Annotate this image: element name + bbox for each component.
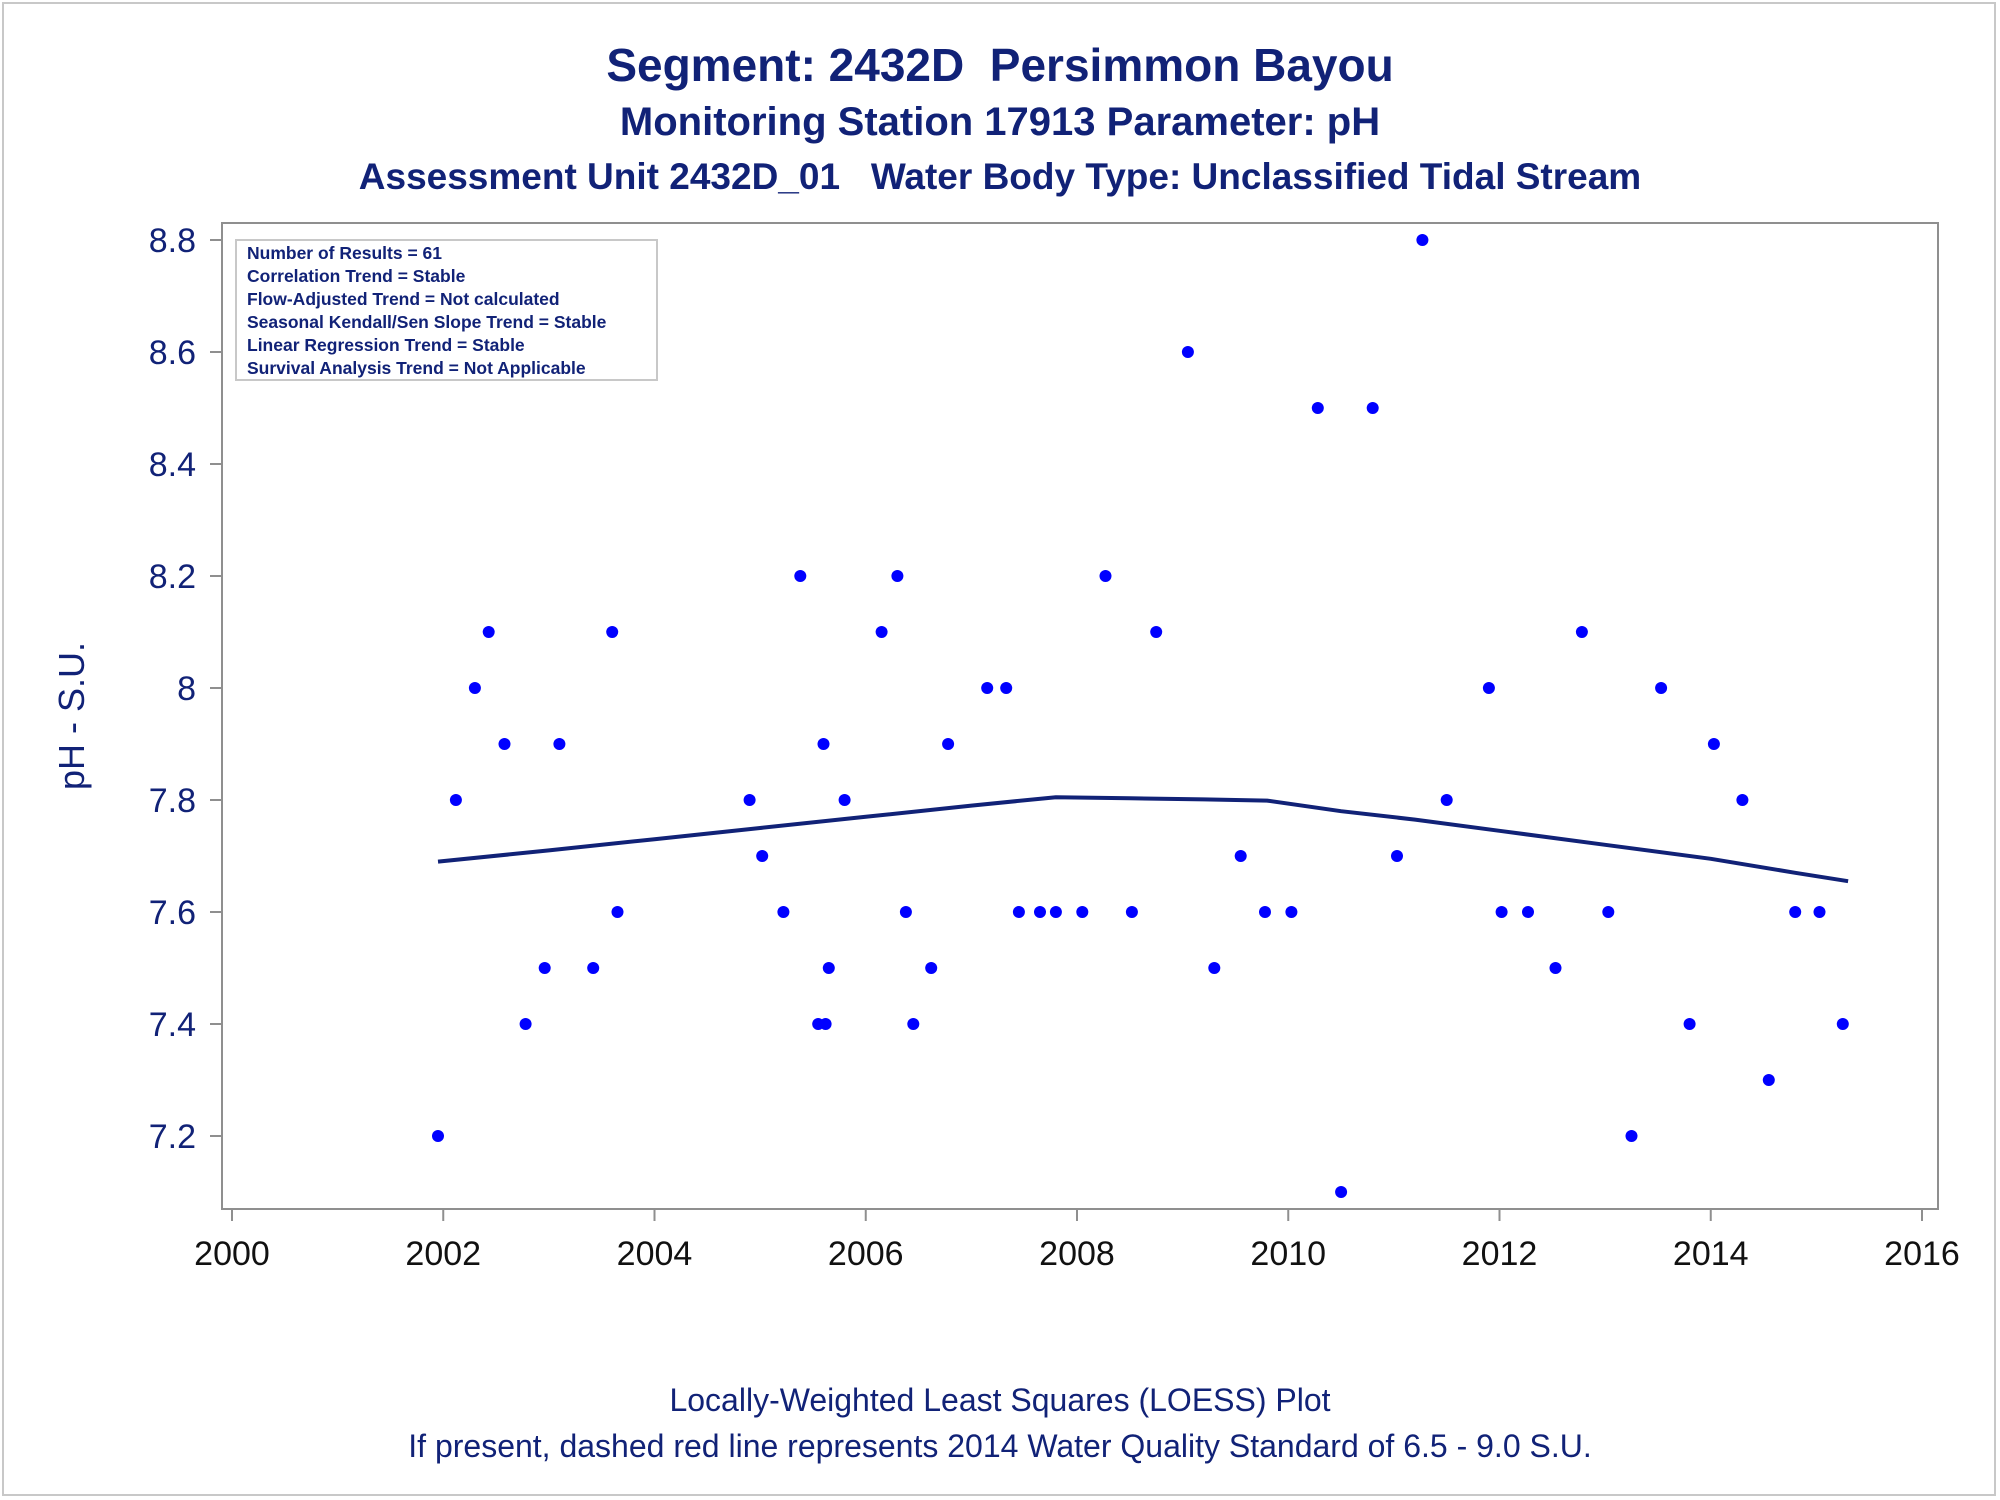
data-point (1125, 906, 1138, 918)
x-tick-label: 2014 (1673, 1235, 1749, 1273)
data-point (1335, 1186, 1348, 1198)
y-tick-label: 8.2 (149, 558, 196, 596)
data-point (468, 682, 481, 694)
data-point (1683, 1018, 1696, 1030)
data-point (1181, 346, 1194, 358)
data-point (498, 738, 511, 750)
data-point (891, 570, 904, 582)
data-point (1259, 906, 1271, 918)
y-tick-label: 7.4 (149, 1006, 196, 1044)
data-point (899, 906, 912, 918)
x-tick-label: 2004 (617, 1235, 693, 1273)
data-point (1575, 626, 1588, 638)
data-point (1150, 626, 1163, 638)
x-tick-label: 2016 (1884, 1235, 1960, 1273)
data-point (907, 1018, 920, 1030)
data-point (838, 794, 851, 806)
data-point (1762, 1074, 1775, 1086)
data-points (432, 234, 1849, 1198)
data-point (1391, 850, 1403, 862)
data-point (1707, 738, 1720, 750)
data-point (1311, 402, 1324, 414)
data-point (519, 1018, 532, 1030)
data-point (1522, 906, 1534, 918)
data-point (1602, 906, 1615, 918)
data-point (822, 962, 835, 974)
data-point (925, 962, 938, 974)
data-point (817, 738, 830, 750)
trend-summary-frame (235, 239, 658, 381)
data-point (1836, 1018, 1849, 1030)
data-point (756, 850, 769, 862)
y-tick-label: 8 (177, 670, 196, 708)
data-point (1049, 906, 1062, 918)
data-point (538, 962, 551, 974)
data-point (1208, 962, 1221, 974)
data-point (1736, 794, 1749, 806)
data-point (1366, 402, 1379, 414)
inset-flow-adjusted-trend: Flow-Adjusted Trend = Not calculated (247, 289, 560, 309)
data-point (1034, 906, 1046, 918)
data-point (1789, 906, 1802, 918)
footnote-loess: Locally-Weighted Least Squares (LOESS) P… (669, 1382, 1331, 1418)
y-axis-title: pH - S.U. (51, 642, 92, 790)
data-point (553, 738, 566, 750)
chart-subtitle-assessment: Assessment Unit 2432D_01 Water Body Type… (358, 156, 1642, 197)
data-point (611, 906, 624, 918)
y-tick-label: 8.8 (149, 222, 196, 260)
data-point (1482, 682, 1495, 694)
x-tick-label: 2006 (828, 1235, 904, 1273)
y-tick-label: 7.8 (149, 782, 196, 820)
data-point (1625, 1130, 1638, 1142)
inset-survival-analysis-trend: Survival Analysis Trend = Not Applicable (247, 358, 586, 378)
x-tick-label: 2010 (1250, 1235, 1326, 1273)
data-point (942, 738, 955, 750)
inset-seasonal-kendall-trend: Seasonal Kendall/Sen Slope Trend = Stabl… (247, 312, 607, 332)
inset-linear-regression-trend: Linear Regression Trend = Stable (247, 335, 525, 355)
data-point (1012, 906, 1025, 918)
loess-curve (437, 795, 1849, 884)
data-point (1440, 794, 1453, 806)
x-axis: 2000 2002 2004 2006 2008 2010 2012 2014 2016 (194, 1209, 1960, 1273)
data-point (1495, 906, 1508, 918)
data-point (1099, 570, 1112, 582)
data-point (606, 626, 619, 638)
data-point (794, 570, 807, 582)
data-point (743, 794, 756, 806)
chart-subtitle-station: Monitoring Station 17913 Parameter: pH (619, 100, 1381, 144)
y-tick-label: 8.4 (149, 446, 196, 484)
data-point (981, 682, 994, 694)
x-tick-label: 2000 (194, 1235, 270, 1273)
data-point (587, 962, 600, 974)
data-point (1000, 682, 1013, 694)
data-point (1549, 962, 1562, 974)
y-tick-label: 8.6 (149, 334, 196, 372)
data-point (777, 906, 790, 918)
y-tick-label: 7.2 (149, 1118, 196, 1156)
trend-summary-box: Number of Results = 61 Correlation Trend… (235, 239, 658, 381)
y-axis: 7.2 7.4 7.6 7.8 8 8.2 8.4 8.6 8.8 (149, 222, 222, 1156)
data-point (1234, 850, 1247, 862)
data-point (1285, 906, 1298, 918)
data-point (449, 794, 462, 806)
data-point (432, 1130, 444, 1142)
data-point (482, 626, 495, 638)
data-point (1813, 906, 1826, 918)
plot-area-frame (221, 222, 1939, 1210)
data-point (1655, 682, 1668, 694)
data-point (819, 1018, 832, 1030)
chart-title: Segment: 2432D Persimmon Bayou (606, 39, 1394, 91)
data-point (1076, 906, 1089, 918)
data-point (875, 626, 888, 638)
y-tick-label: 7.6 (149, 894, 196, 932)
inset-correlation-trend: Correlation Trend = Stable (247, 266, 466, 286)
x-tick-label: 2002 (405, 1235, 481, 1273)
x-tick-label: 2008 (1039, 1235, 1115, 1273)
x-tick-label: 2012 (1462, 1235, 1538, 1273)
footnote-standard: If present, dashed red line represents 2… (408, 1428, 1592, 1464)
inset-number-of-results: Number of Results = 61 (247, 243, 442, 263)
data-point (1416, 234, 1429, 246)
